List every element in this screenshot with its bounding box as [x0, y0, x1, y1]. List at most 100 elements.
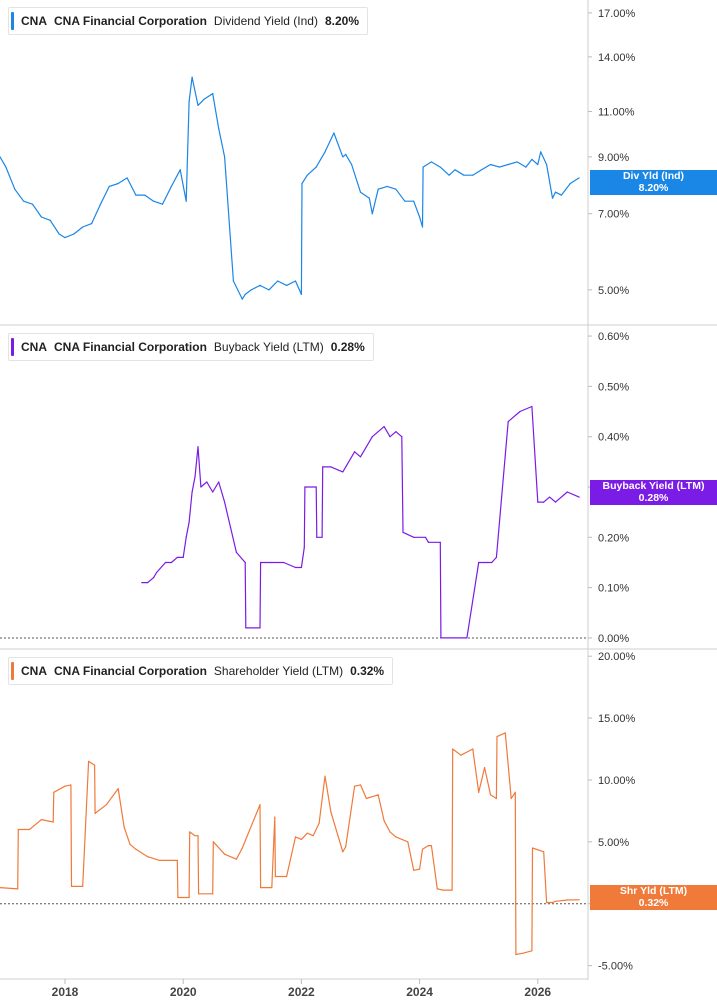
data-point — [306, 174, 308, 176]
data-point — [194, 835, 196, 837]
data-point — [170, 561, 172, 564]
data-point — [537, 501, 539, 503]
data-point — [507, 163, 509, 166]
data-point — [330, 811, 332, 813]
x-tick-label: 2020 — [170, 985, 197, 999]
legend-current-value: 8.20% — [324, 14, 359, 28]
data-point — [543, 851, 545, 853]
data-point — [318, 822, 320, 824]
data-point — [507, 420, 509, 423]
data-point — [537, 163, 539, 166]
data-point — [235, 551, 237, 554]
data-point — [260, 887, 262, 889]
data-point — [333, 132, 335, 134]
data-point — [365, 797, 367, 800]
data-point — [259, 804, 261, 806]
data-point — [510, 797, 512, 800]
data-point — [522, 952, 524, 954]
data-point — [123, 826, 125, 828]
data-point — [413, 869, 415, 871]
y-tick-label: -5.00% — [598, 961, 633, 973]
data-point — [31, 203, 34, 205]
data-point — [117, 182, 119, 185]
data-point — [546, 163, 548, 166]
data-point — [413, 200, 415, 202]
legend-company: CNA Financial Corporation — [54, 14, 207, 28]
flag-label: Buyback Yield (LTM) — [602, 480, 705, 492]
y-tick-label: 0.10% — [598, 583, 629, 595]
data-point — [218, 127, 220, 130]
data-point — [259, 284, 261, 286]
data-point — [218, 481, 220, 483]
data-point — [531, 847, 534, 849]
legend-dividend-yield[interactable]: CNA CNA Financial Corporation Dividend Y… — [8, 7, 368, 35]
data-point — [170, 185, 172, 187]
data-point — [241, 298, 243, 300]
x-axis: 2018 2020 2022 2024 2026 — [52, 979, 551, 999]
data-point — [260, 561, 262, 564]
data-point — [153, 200, 155, 202]
data-point — [93, 764, 96, 766]
data-point — [70, 885, 73, 888]
data-point — [322, 466, 324, 468]
data-point — [330, 466, 332, 468]
legend-shareholder-yield[interactable]: CNA CNA Financial Corporation Shareholde… — [8, 657, 394, 685]
data-point — [147, 581, 149, 584]
data-point — [430, 844, 432, 847]
flag-label: Div Yld (Ind) — [622, 170, 685, 182]
data-point — [491, 561, 493, 564]
data-point — [304, 486, 306, 488]
data-point — [105, 804, 107, 806]
current-value-flag-buyback: Buyback Yield (LTM) 0.28% — [590, 480, 717, 505]
legend-buyback-yield[interactable]: CNA CNA Financial Corporation Buyback Yi… — [8, 333, 374, 361]
current-value-flag-shareholder: Shr Yld (LTM) 0.32% — [590, 885, 717, 910]
data-point — [342, 156, 344, 158]
data-point — [28, 828, 31, 831]
data-point — [129, 843, 131, 845]
data-point — [451, 889, 453, 891]
data-point — [463, 174, 465, 176]
data-point — [82, 226, 84, 228]
x-tick-label: 2026 — [524, 985, 551, 999]
data-point — [448, 174, 450, 176]
data-point — [516, 161, 518, 163]
data-point — [73, 233, 75, 235]
shareholder-yield-panel: 20.00%15.00%10.00%5.00%0.00%-5.00% — [0, 651, 636, 973]
data-point — [99, 203, 102, 205]
data-point — [495, 556, 498, 559]
data-point — [466, 637, 468, 639]
data-point — [404, 200, 406, 202]
data-point — [548, 496, 551, 498]
data-point — [223, 853, 226, 855]
data-point — [306, 832, 308, 834]
data-point — [271, 561, 273, 564]
y-tick-label: 17.00% — [598, 8, 636, 20]
data-point — [300, 838, 302, 840]
data-point — [197, 104, 199, 106]
data-point — [161, 203, 164, 205]
data-point — [540, 151, 542, 153]
data-point — [395, 188, 397, 190]
data-point — [191, 76, 193, 78]
y-tick-label: 7.00% — [598, 209, 629, 221]
data-point — [229, 526, 232, 528]
data-point — [454, 169, 456, 171]
data-point — [496, 736, 498, 738]
data-point — [294, 836, 297, 838]
data-point — [188, 100, 190, 102]
data-point — [554, 900, 557, 902]
data-point — [164, 561, 167, 564]
data-point — [342, 471, 344, 473]
legend-metric: Buyback Yield (LTM) — [213, 340, 324, 354]
data-point — [578, 899, 580, 901]
data-point — [342, 851, 344, 853]
y-tick-label: 0.60% — [598, 331, 629, 343]
data-point — [223, 156, 226, 158]
data-point — [421, 226, 424, 228]
data-point — [212, 841, 214, 843]
y-tick-label: 11.00% — [598, 106, 635, 118]
data-point — [401, 436, 403, 438]
data-point — [82, 885, 84, 888]
data-point — [531, 405, 533, 408]
